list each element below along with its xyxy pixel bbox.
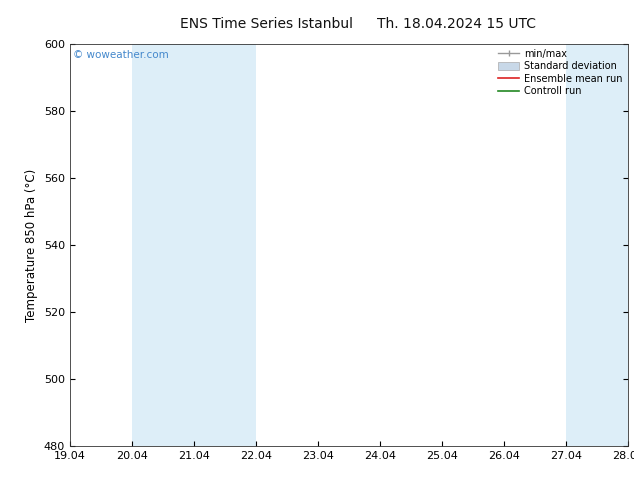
Bar [132,44,256,446]
Text: © woweather.com: © woweather.com [72,50,168,60]
Text: ENS Time Series Istanbul: ENS Time Series Istanbul [180,17,353,31]
Legend: min/max, Standard deviation, Ensemble mean run, Controll run: min/max, Standard deviation, Ensemble me… [496,47,624,98]
Bar [566,44,628,446]
Text: Th. 18.04.2024 15 UTC: Th. 18.04.2024 15 UTC [377,17,536,31]
Y-axis label: Temperature 850 hPa (°C): Temperature 850 hPa (°C) [25,169,38,321]
